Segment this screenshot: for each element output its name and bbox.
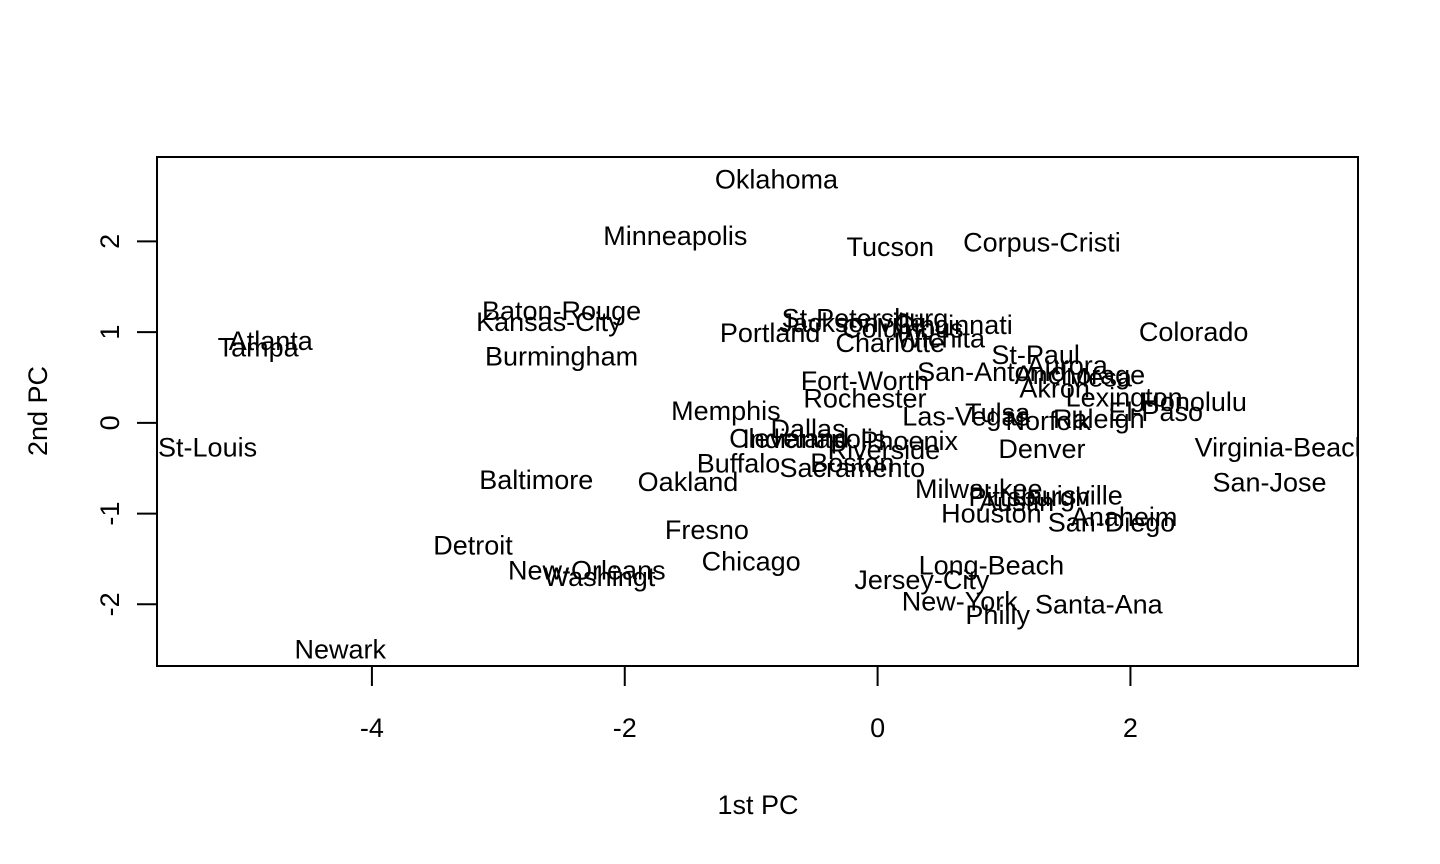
point-label-houston: Houston: [941, 499, 1042, 529]
point-label-phoenix: Phoenix: [860, 426, 958, 456]
point-label-el-paso: El-Paso: [1108, 397, 1203, 427]
y-tick-label: 1: [95, 325, 125, 340]
point-label-chicago: Chicago: [702, 547, 801, 577]
point-label-indianapolis: Indianapolis: [742, 424, 886, 454]
y-tick-label: 0: [95, 415, 125, 430]
point-label-san-jose: San-Jose: [1212, 468, 1326, 498]
point-labels: Oklahoma Minneapolis Tucson Corpus-Cristi Ba…: [158, 165, 1370, 665]
x-tick-label: -4: [360, 713, 384, 743]
point-label-lexington: Lexington: [1066, 382, 1183, 412]
point-label-memphis: Memphis: [671, 396, 781, 426]
point-label-jersey-city: Jersey-City: [854, 565, 990, 595]
point-label-fort-worth: Fort-Worth: [801, 366, 930, 396]
point-label-new-orleans: New-Orleans: [508, 556, 666, 586]
point-label-washingt: Washingt: [544, 562, 656, 592]
point-label-corpus-cristi: Corpus-Cristi: [963, 227, 1121, 257]
y-axis-title: 2nd PC: [23, 366, 53, 456]
point-label-burmingham: Burmingham: [485, 342, 638, 372]
point-label-anchorage: Anchorage: [1015, 360, 1146, 390]
point-label-denver: Denver: [998, 434, 1085, 464]
point-label-charlotte: Charlotte: [835, 328, 945, 358]
point-label-rochester: Rochester: [803, 383, 926, 413]
x-axis-title: 1st PC: [717, 790, 798, 820]
point-label-sacramento: Sacramento: [780, 453, 926, 483]
point-label-buffalo: Buffalo: [697, 449, 781, 479]
point-label-las-vegas: Las-Vegas: [902, 401, 1030, 431]
point-label-boston: Boston: [810, 448, 894, 478]
point-label-new-york: New-York: [902, 587, 1019, 617]
point-label-st-paul: St-Paul: [991, 340, 1080, 370]
point-label-honolulu: Honolulu: [1140, 387, 1247, 417]
point-label-wichita: Wichita: [897, 323, 986, 353]
point-label-newark: Newark: [295, 635, 387, 665]
point-label-portland: Portland: [720, 318, 821, 348]
point-label-cincinnati: Cincinnati: [894, 310, 1013, 340]
point-label-kansas-city: Kansas-City: [476, 307, 622, 337]
point-label-santa-ana: Santa-Ana: [1035, 589, 1164, 619]
point-label-baltimore: Baltimore: [479, 465, 593, 495]
y-axis: -2 -1 0 1 2: [95, 234, 158, 616]
point-label-pittsburgh: Pittsburgh: [969, 482, 1091, 512]
point-label-tulsa: Tulsa: [965, 398, 1031, 428]
point-label-columbus: Columbus: [842, 313, 964, 343]
x-tick-label: -2: [613, 713, 637, 743]
point-label-san-antonio: San-Antonio: [917, 357, 1066, 387]
point-label-mesa: Mesa: [1066, 362, 1133, 392]
point-label-aurora: Aurora: [1027, 351, 1109, 381]
point-label-oklahoma: Oklahoma: [715, 165, 839, 195]
y-tick-label: -2: [95, 592, 125, 616]
y-tick-label: -1: [95, 502, 125, 526]
point-label-tampa: Tampa: [218, 333, 300, 363]
point-label-atlanta: Atlanta: [229, 326, 314, 356]
y-tick-label: 2: [95, 234, 125, 249]
x-axis: -4 -2 0 2: [360, 665, 1138, 743]
point-label-colorado: Colorado: [1139, 317, 1249, 347]
point-label-norfolk: Norfolk: [1006, 406, 1092, 436]
point-label-akron: Akron: [1019, 373, 1090, 403]
point-label-riverside: Riverside: [828, 435, 941, 465]
point-label-philly: Philly: [965, 600, 1030, 630]
point-label-minneapolis: Minneapolis: [603, 221, 747, 251]
point-label-oakland: Oakland: [638, 467, 739, 497]
point-label-baton-rouge: Baton-Rouge: [482, 296, 641, 326]
point-label-long-beach: Long-Beach: [919, 550, 1065, 580]
x-tick-label: 0: [870, 713, 885, 743]
point-label-dallas: Dallas: [771, 414, 846, 444]
point-label-virginia-beach: Virginia-Beach: [1195, 432, 1370, 462]
point-label-detroit: Detroit: [433, 530, 513, 560]
x-tick-label: 2: [1123, 713, 1138, 743]
point-label-austin: Austin: [979, 487, 1054, 517]
point-label-louisville: Louisville: [1012, 480, 1123, 510]
point-label-fresno: Fresno: [665, 515, 749, 545]
point-label-jacksonville: Jacksonville: [780, 308, 926, 338]
point-label-raleigh: Raleigh: [1053, 404, 1145, 434]
point-label-st-petersburg: St-Petersburg: [782, 304, 949, 334]
point-label-milwaukee: Milwaukee: [915, 474, 1043, 504]
point-label-cleveland: Cleveland: [729, 423, 849, 453]
point-label-san-diego: San-Diego: [1048, 508, 1176, 538]
point-label-anaheim: Anaheim: [1071, 502, 1178, 532]
point-label-tucson: Tucson: [846, 232, 934, 262]
point-label-st-louis: St-Louis: [158, 432, 257, 462]
